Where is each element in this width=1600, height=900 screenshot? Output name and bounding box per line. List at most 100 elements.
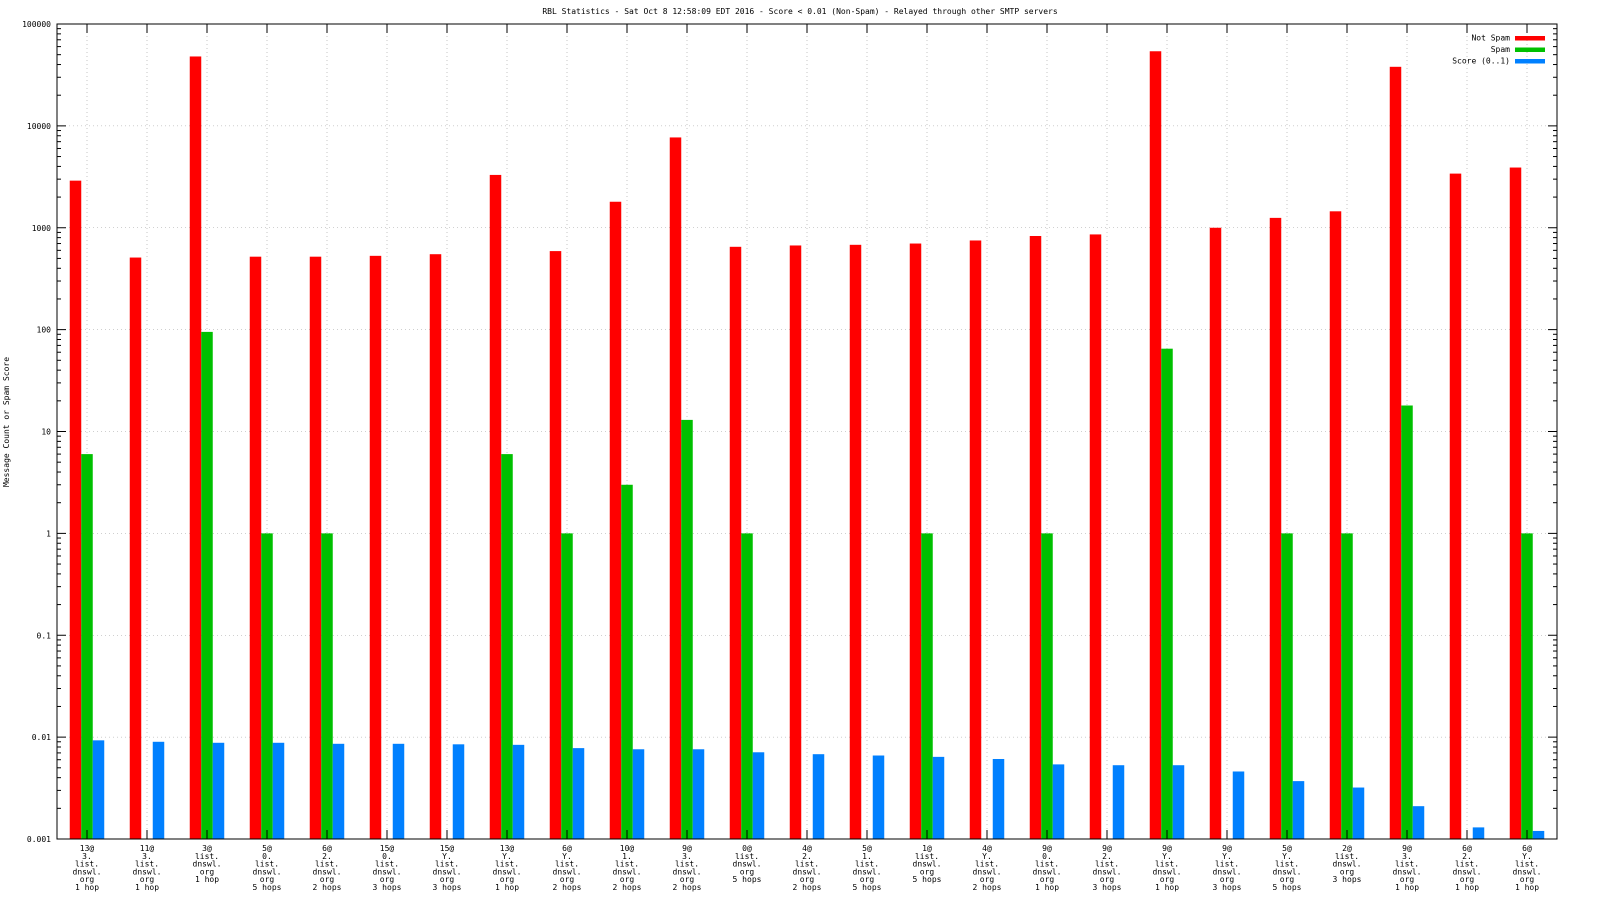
x-tick-label-line: dnswl. xyxy=(733,860,762,869)
bar-not-spam xyxy=(309,256,322,840)
bar-not-spam xyxy=(1449,173,1462,839)
bar-spam xyxy=(1281,533,1293,839)
x-tick-label-line: 2. xyxy=(1102,852,1112,861)
x-tick-label-line: 3@ xyxy=(202,844,212,853)
x-tick-label-line: list. xyxy=(615,860,639,869)
x-tick-label-line: 1 hop xyxy=(1035,883,1059,892)
bar-score-0-1 xyxy=(932,756,945,839)
bar-spam xyxy=(1161,348,1173,839)
x-tick-label: 9@ 3. list. dnswl. org 2 hops xyxy=(673,844,702,892)
x-tick-label-line: Y. xyxy=(562,852,572,861)
x-tick-label-line: list. xyxy=(495,860,519,869)
x-tick-label-line: dnswl. xyxy=(613,867,642,876)
x-tick-label: 15@ 0. list. dnswl. org 3 hops xyxy=(373,844,402,892)
bar-score-0-1 xyxy=(212,742,225,839)
x-tick-label-line: 9@ xyxy=(1162,844,1172,853)
x-tick-label-line: org xyxy=(800,875,815,884)
x-tick-label-line: org xyxy=(260,875,275,884)
x-tick-label-line: 15@ xyxy=(440,844,455,853)
x-tick-label-line: org xyxy=(1160,875,1175,884)
x-tick-label-line: 3 hops xyxy=(373,883,402,892)
x-tick-label-line: dnswl. xyxy=(973,867,1002,876)
bar-score-0-1 xyxy=(452,744,465,839)
x-tick-label-line: org xyxy=(1100,875,1115,884)
x-tick-label: 4@ 2. list. dnswl. org 2 hops xyxy=(793,844,822,892)
x-tick-label-line: 3. xyxy=(82,852,92,861)
legend-label: Score (0..1) xyxy=(1452,57,1510,66)
bar-score-0-1 xyxy=(1172,765,1185,839)
x-tick-label-line: list. xyxy=(975,860,999,869)
x-tick-label: 5@ 1. list. dnswl. org 5 hops xyxy=(853,844,882,892)
x-tick-label-line: 3 hops xyxy=(1093,883,1122,892)
bar-score-0-1 xyxy=(1292,781,1305,839)
bar-not-spam xyxy=(729,246,742,839)
x-tick-label-line: 1@ xyxy=(922,844,932,853)
bar-spam xyxy=(1341,533,1353,839)
x-tick-label-line: org xyxy=(1220,875,1235,884)
bar-not-spam xyxy=(609,201,622,839)
x-tick-label-line: list. xyxy=(1095,860,1119,869)
x-tick-label: 15@ Y. list. dnswl. org 3 hops xyxy=(433,844,462,892)
bar-not-spam xyxy=(1149,51,1162,839)
x-tick-label-line: 1 hop xyxy=(195,875,219,884)
bar-not-spam xyxy=(549,251,562,839)
bar-spam xyxy=(621,484,633,839)
x-tick-label-line: 5 hops xyxy=(733,875,762,884)
x-tick-label-line: 13@ xyxy=(500,844,515,853)
legend-swatch xyxy=(1515,59,1545,64)
x-tick-label-line: dnswl. xyxy=(1093,867,1122,876)
bar-score-0-1 xyxy=(392,743,405,839)
x-tick-label-line: 9@ xyxy=(1102,844,1112,853)
x-tick-label-line: org xyxy=(1040,875,1055,884)
x-tick-label-line: 1. xyxy=(862,852,872,861)
x-tick-label-line: dnswl. xyxy=(913,860,942,869)
y-tick-label: 10 xyxy=(41,428,51,437)
y-tick-label: 100 xyxy=(37,326,52,335)
x-tick-label-line: 9@ xyxy=(1042,844,1052,853)
x-tick-label-line: dnswl. xyxy=(73,867,102,876)
x-tick-label-line: dnswl. xyxy=(493,867,522,876)
x-tick-label-line: Y. xyxy=(982,852,992,861)
bar-spam xyxy=(261,533,273,839)
x-tick-label-line: org xyxy=(200,867,215,876)
x-tick-label-line: dnswl. xyxy=(313,867,342,876)
x-tick-label: 6@ Y. list. dnswl. org 1 hop xyxy=(1513,844,1542,892)
bar-spam xyxy=(321,533,333,839)
y-axis-label: Message Count or Spam Score xyxy=(2,357,11,487)
x-tick-label-line: 2 hops xyxy=(673,883,702,892)
x-tick-label-line: dnswl. xyxy=(373,867,402,876)
legend-swatch xyxy=(1515,47,1545,52)
x-tick-label-line: list. xyxy=(75,860,99,869)
legend-label: Not Spam xyxy=(1471,34,1510,43)
x-tick-label-line: dnswl. xyxy=(553,867,582,876)
x-tick-label-line: dnswl. xyxy=(1033,867,1062,876)
x-tick-label-line: dnswl. xyxy=(1453,867,1482,876)
bar-not-spam xyxy=(1029,235,1042,840)
x-tick-label-line: org xyxy=(440,875,455,884)
x-tick-label-line: 1 hop xyxy=(1515,883,1539,892)
x-tick-label-line: 4@ xyxy=(802,844,812,853)
x-tick-label-line: Y. xyxy=(442,852,452,861)
x-tick-label-line: org xyxy=(1520,875,1535,884)
x-tick-label-line: list. xyxy=(1515,860,1539,869)
bar-score-0-1 xyxy=(752,752,765,839)
x-tick-label-line: dnswl. xyxy=(1213,867,1242,876)
x-tick-label: 9@ 0. list. dnswl. org 1 hop xyxy=(1033,844,1062,892)
x-tick-label-line: 1. xyxy=(622,852,632,861)
x-tick-label-line: list. xyxy=(735,852,759,861)
x-tick-label-line: 2@ xyxy=(1342,844,1352,853)
x-tick-label-line: dnswl. xyxy=(1153,867,1182,876)
x-tick-label: 9@ 2. list. dnswl. org 3 hops xyxy=(1093,844,1122,892)
x-tick-label-line: list. xyxy=(915,852,939,861)
bar-not-spam xyxy=(669,137,682,840)
x-tick-label: 11@ 3. list. dnswl. org 1 hop xyxy=(133,844,162,892)
x-tick-label-line: 4@ xyxy=(982,844,992,853)
bar-score-0-1 xyxy=(992,758,1005,839)
bar-not-spam xyxy=(1269,217,1282,839)
x-tick-label-line: org xyxy=(680,875,695,884)
x-tick-label-line: list. xyxy=(555,860,579,869)
bar-spam xyxy=(561,533,573,839)
legend-label: Spam xyxy=(1491,45,1510,54)
x-tick-label-line: 1 hop xyxy=(495,883,519,892)
